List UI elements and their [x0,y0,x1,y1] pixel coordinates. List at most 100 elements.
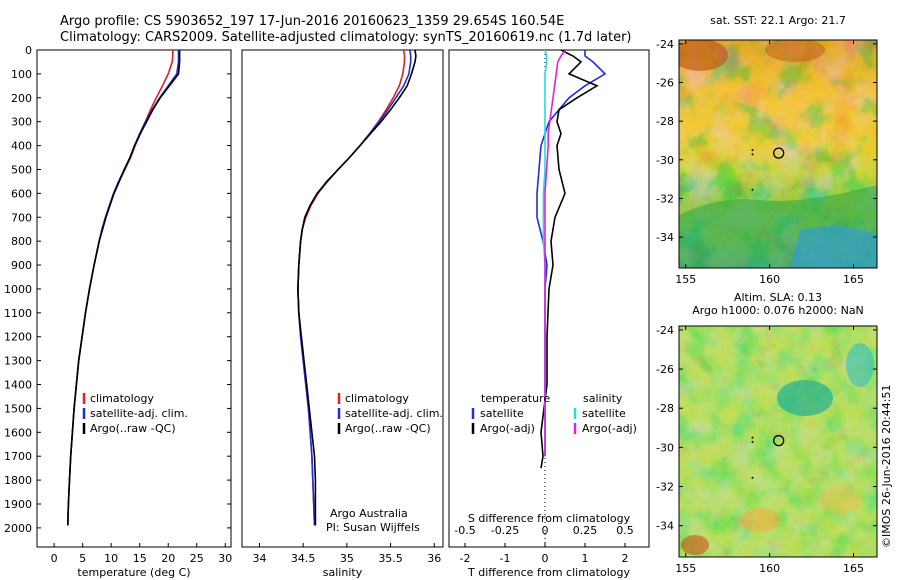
profile-marker [773,147,785,159]
temperature-profile: 0100200300400500600700800900100011001200… [4,44,232,579]
series-line-argo-raw-qc- [297,50,417,526]
difference-profile-frame [448,49,650,548]
s-tick-label: 0.25 [573,524,598,537]
sst-map-image [679,40,877,268]
legend-label: satellite-adj. clim. [345,407,443,420]
series-line-satellite-adj-clim- [67,50,180,526]
series-line-temperature-argo-adj- [540,50,599,469]
lat-tick-label: -24 [656,38,674,51]
salinity-profile-frame [241,49,444,548]
x-tick-label: 20 [161,552,175,565]
lat-tick-label: -30 [656,154,674,167]
salinity-profile: 34 34.5 35 35.5 36 salinity climatology satelli… [241,49,444,579]
s-axis-label: S difference from climatology [468,512,631,525]
lat-tick-label: -34 [656,520,674,533]
x-tick-label: 34 [252,552,266,565]
legend-label: Argo(..raw -QC) [90,422,176,435]
legend-label: satellite-adj. clim. [90,407,188,420]
page-title: Argo profile: CS 5903652_197 17-Jun-2016… [60,14,565,29]
series-line-argo-raw-qc- [67,50,181,526]
lon-tick-label: 160 [759,562,780,575]
legend-title-salinity: salinity [583,392,623,405]
x-tick-label: -2 [460,552,471,565]
x-tick-label: 15 [133,552,147,565]
y-tick-label: 1200 [4,331,32,344]
y-tick-label: 2000 [4,522,32,535]
x-tick-label: 10 [104,552,118,565]
lat-tick-label: -32 [656,481,674,494]
track-dot [751,440,754,443]
y-tick-label: 900 [11,259,32,272]
x-tick-label: 25 [190,552,204,565]
legend-label: climatology [90,392,154,405]
difference-profile: -2 -1 0 1 2 -0.5 -0.25 0 0.25 0.5S difference fro… [448,49,650,579]
map-title: Argo h1000: 0.076 h2000: NaN [692,304,864,317]
credit-line1: Argo Australia [330,507,408,520]
x-axis-label: T difference from climatology [467,566,630,579]
y-tick-label: 300 [11,116,32,129]
x-tick-label: 1 [582,552,589,565]
map-title: sat. SST: 22.1 Argo: 21.7 [710,14,846,27]
lat-tick-label: -34 [656,231,674,244]
track-dot [751,476,754,479]
x-tick-label: 35.5 [378,552,403,565]
x-tick-label: 30 [218,552,232,565]
y-tick-label: 1000 [4,283,32,296]
lat-tick-label: -32 [656,192,674,205]
x-axis-label: salinity [323,566,363,579]
y-tick-label: 0 [25,44,32,57]
x-tick-label: 35 [340,552,354,565]
sst-map: -24 -26 -28 -30 -32 -34 155 160 165 sat. SST: 22.… [656,14,878,286]
y-tick-label: 1700 [4,450,32,463]
y-tick-label: 100 [11,68,32,81]
track-dot [751,436,754,439]
page-subtitle: Climatology: CARS2009. Satellite-adjuste… [60,30,632,45]
sst-map-frame [678,39,878,269]
lon-tick-label: 165 [843,562,864,575]
legend-label: climatology [345,392,409,405]
y-tick-label: 700 [11,211,32,224]
series-line-salinity-argo-adj- [544,50,567,457]
x-axis-label: temperature (deg C) [77,566,190,579]
legend-label: Argo(-adj) [480,422,535,435]
x-tick-label: 2 [622,552,629,565]
s-tick-label: 0 [542,524,549,537]
legend-label: satellite [582,407,626,420]
sla-map-frame [678,325,878,558]
y-tick-label: 1300 [4,355,32,368]
lon-tick-label: 155 [675,273,696,286]
y-tick-label: 200 [11,92,32,105]
legend-title-temperature: temperature [481,392,550,405]
x-tick-label: 0 [542,552,549,565]
y-tick-label: 1900 [4,498,32,511]
y-tick-label: 1800 [4,474,32,487]
temperature-profile-frame [36,49,232,548]
lon-tick-label: 160 [759,273,780,286]
lat-tick-label: -26 [656,363,674,376]
timestamp: ©IMOS 26-Jun-2016 20:44:51 [880,384,893,548]
y-tick-label: 600 [11,187,32,200]
y-tick-label: 800 [11,235,32,248]
sla-map-image [679,326,877,557]
series-line-climatology [67,50,174,526]
lat-tick-label: -26 [656,77,674,90]
track-dot [751,149,754,152]
s-tick-label: -0.25 [491,524,519,537]
s-tick-label: 0.5 [616,524,634,537]
legend-label: Argo(-adj) [582,422,637,435]
legend-label: Argo(..raw -QC) [345,422,431,435]
y-tick-label: 1600 [4,426,32,439]
y-tick-label: 1400 [4,379,32,392]
profile-marker [773,434,785,447]
track-dot [751,188,754,191]
s-tick-label: -0.5 [454,524,475,537]
x-tick-label: 0 [51,552,58,565]
lat-tick-label: -24 [656,324,674,337]
y-tick-label: 1500 [4,402,32,415]
legend-label: satellite [480,407,524,420]
y-tick-label: 400 [11,140,32,153]
track-dot [751,153,754,156]
x-tick-label: 5 [79,552,86,565]
y-tick-label: 1100 [4,307,32,320]
